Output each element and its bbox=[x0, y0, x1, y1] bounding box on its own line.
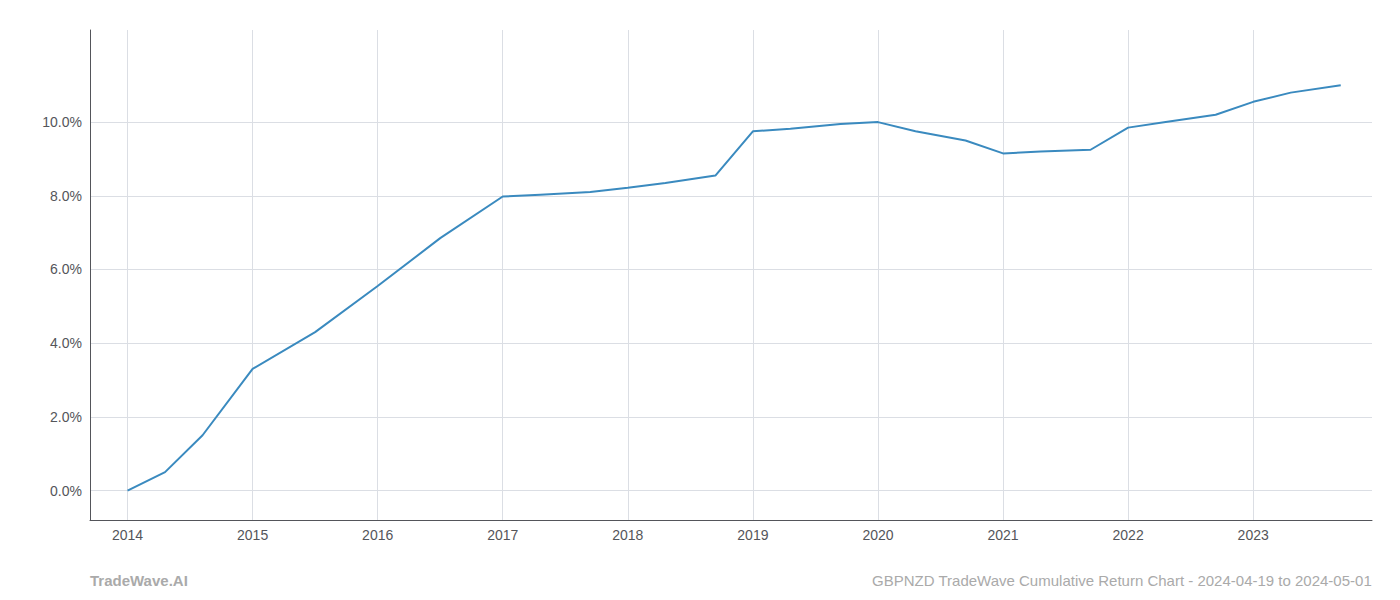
svg-text:2.0%: 2.0% bbox=[50, 409, 82, 425]
svg-text:6.0%: 6.0% bbox=[50, 261, 82, 277]
svg-text:2016: 2016 bbox=[362, 527, 393, 543]
svg-text:2017: 2017 bbox=[487, 527, 518, 543]
svg-text:2015: 2015 bbox=[237, 527, 268, 543]
svg-text:0.0%: 0.0% bbox=[50, 483, 82, 499]
svg-text:8.0%: 8.0% bbox=[50, 188, 82, 204]
svg-text:2014: 2014 bbox=[112, 527, 143, 543]
svg-text:2018: 2018 bbox=[612, 527, 643, 543]
svg-text:2021: 2021 bbox=[987, 527, 1018, 543]
svg-text:2019: 2019 bbox=[737, 527, 768, 543]
svg-text:4.0%: 4.0% bbox=[50, 335, 82, 351]
svg-text:2020: 2020 bbox=[862, 527, 893, 543]
svg-text:TradeWave.AI: TradeWave.AI bbox=[90, 572, 188, 589]
svg-text:2023: 2023 bbox=[1238, 527, 1269, 543]
svg-text:10.0%: 10.0% bbox=[42, 114, 82, 130]
svg-text:GBPNZD TradeWave Cumulative Re: GBPNZD TradeWave Cumulative Return Chart… bbox=[872, 572, 1372, 589]
svg-text:2022: 2022 bbox=[1113, 527, 1144, 543]
